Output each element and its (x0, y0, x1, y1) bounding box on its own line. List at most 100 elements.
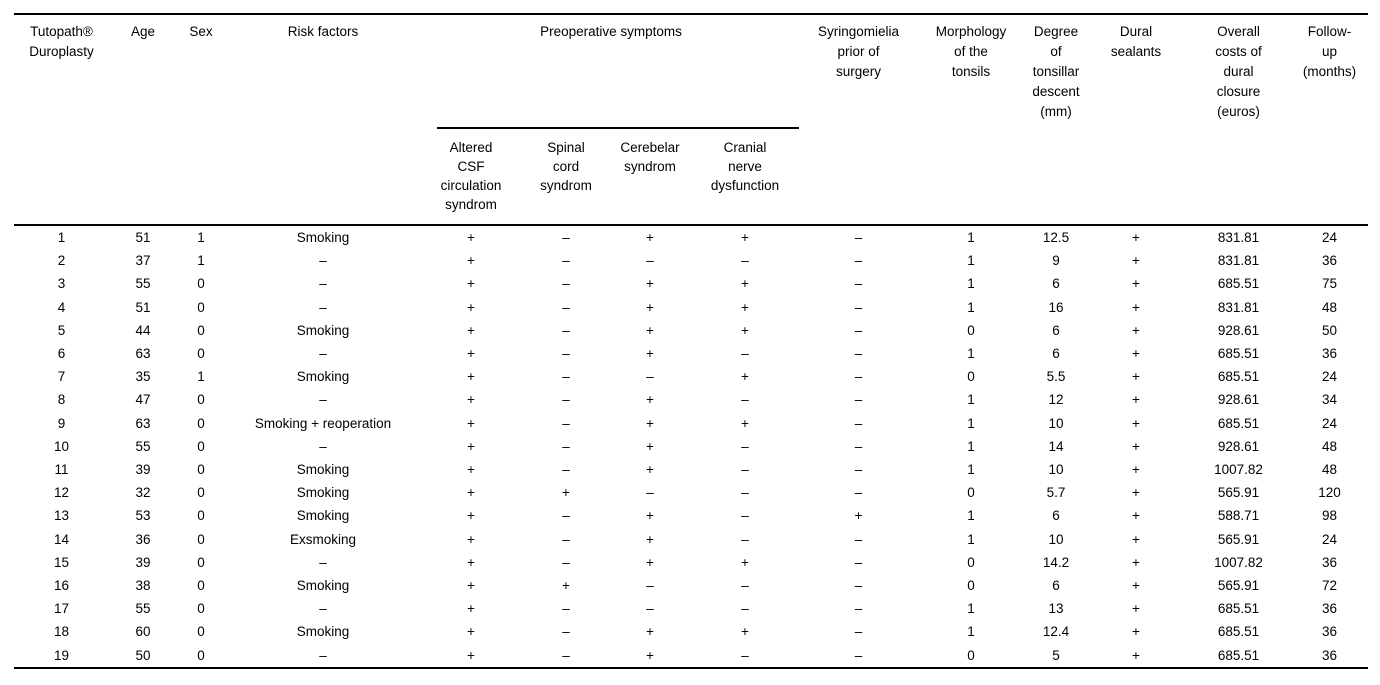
cell-syringomielia: – (854, 276, 863, 292)
cell-follow-up-months: 72 (1321, 578, 1338, 594)
cell-syringomielia: – (854, 531, 863, 547)
header-row-sub: Altered CSF circulation syndrom Spinal c… (14, 129, 1368, 225)
cell-spinal-cord-syndrom: – (562, 554, 570, 570)
cell-syringomielia: – (854, 299, 863, 315)
cell-age: 36 (135, 531, 151, 547)
cell-spinal-cord-syndrom: – (562, 276, 570, 292)
cell-tonsil-morphology: 1 (967, 438, 975, 454)
cell-sex: 1 (177, 223, 225, 250)
cell-risk-factors: Smoking (296, 578, 350, 594)
cell-dural-sealants: + (1086, 223, 1186, 250)
cell-cranial-nerve-dysfunction: – (741, 346, 749, 362)
duroplasty-table-container: Tutopath® Duroplasty Age Sex Risk factor… (14, 13, 1368, 669)
cell-tonsillar-descent-mm: 5.5 (1046, 369, 1066, 385)
cell-altered-csf-syndrom: + (467, 369, 475, 385)
cell-tonsillar-descent-mm: 5 (1052, 647, 1060, 663)
cell-age: 44 (135, 322, 151, 338)
cell-patient: 2 (57, 253, 66, 269)
table-row: 12 32 0 Smoking + + – – – 0 5.7 +565.91 120 (14, 481, 1368, 504)
cell-cost-euros: 565.91 (1217, 485, 1260, 501)
cell-risk-factors: – (319, 438, 327, 454)
cell-follow-up-months: 24 (1321, 531, 1338, 547)
cell-sex: 0 (197, 624, 205, 640)
cell-tonsil-morphology: 0 (967, 647, 975, 663)
cell-dural-sealants: + (1132, 554, 1140, 570)
cell-dural-sealants: + (1132, 346, 1140, 362)
cell-tonsillar-descent-mm: 12.4 (1042, 624, 1070, 640)
cell-dural-sealants: + (1132, 578, 1140, 594)
cell-age: 39 (135, 554, 151, 570)
cell-follow-up-months: 24 (1321, 369, 1338, 385)
cell-spinal-cord-syndrom: – (562, 392, 570, 408)
cell-tonsil-morphology: 1 (916, 223, 1026, 250)
cell-follow-up-months: 36 (1321, 346, 1338, 362)
cell-dural-sealants: + (1132, 508, 1140, 524)
cell-tonsillar-descent-mm: 12 (1048, 392, 1064, 408)
cell-syringomielia: – (854, 462, 863, 478)
cell-risk-factors: Smoking (225, 223, 421, 250)
cell-tonsillar-descent-mm: 6 (1052, 346, 1060, 362)
table-row: 7 35 1 Smoking + – – + – 0 5.5 +685.51 24 (14, 365, 1368, 388)
cell-cerebelar-syndrom: + (646, 276, 654, 292)
cell-sex: 0 (197, 647, 205, 663)
cell-syringomielia: – (854, 346, 863, 362)
cell-follow-up-months: 120 (1318, 485, 1341, 501)
col-header-sex: Sex (189, 24, 213, 39)
cell-altered-csf-syndrom: + (467, 415, 475, 431)
cell-tonsillar-descent-mm: 6 (1052, 508, 1060, 524)
cell-follow-up-months: 36 (1321, 624, 1338, 640)
cell-tonsil-morphology: 1 (967, 601, 975, 617)
cell-patient: 19 (53, 647, 70, 663)
cell-syringomielia: – (854, 392, 863, 408)
table-row: 2 37 1 – + – – – – 1 9 +831.81 36 (14, 249, 1368, 272)
cell-sex: 0 (197, 299, 205, 315)
cell-risk-factors: – (319, 647, 327, 663)
cell-cerebelar-syndrom: + (646, 438, 654, 454)
cell-dural-sealants: + (1132, 276, 1140, 292)
cell-cerebelar-syndrom: – (646, 485, 654, 501)
cell-cost-euros: 685.51 (1217, 276, 1260, 292)
cell-sex: 0 (197, 415, 205, 431)
cell-spinal-cord-syndrom: – (562, 346, 570, 362)
cell-risk-factors: – (319, 253, 327, 269)
cell-altered-csf-syndrom: + (467, 601, 475, 617)
cell-sex: 0 (197, 485, 205, 501)
cell-tonsil-morphology: 0 (967, 485, 975, 501)
cell-cerebelar-syndrom: + (646, 647, 654, 663)
cell-cranial-nerve-dysfunction: – (741, 578, 749, 594)
cell-altered-csf-syndrom: + (467, 485, 475, 501)
cell-altered-csf-syndrom: + (467, 508, 475, 524)
table-row: 10 55 0 – + – + – – 1 14 +928.61 48 (14, 435, 1368, 458)
cell-follow-up-months: 48 (1321, 462, 1338, 478)
cell-syringomielia: – (854, 369, 863, 385)
cell-age: 55 (135, 438, 151, 454)
table-header: Tutopath® Duroplasty Age Sex Risk factor… (14, 14, 1368, 225)
cell-cerebelar-syndrom: – (646, 578, 654, 594)
table-row: 11 39 0 Smoking + – + – – 1 10 +1007.82 48 (14, 458, 1368, 481)
cell-dural-sealants: + (1132, 415, 1140, 431)
cell-cerebelar-syndrom: + (646, 415, 654, 431)
col-header-cranial-nerve-dysfunction: Cranial nerve dysfunction (710, 140, 780, 193)
cell-tonsillar-descent-mm: 6 (1052, 578, 1060, 594)
cell-age: 39 (135, 462, 151, 478)
cell-patient: 9 (57, 415, 66, 431)
cell-sex: 0 (197, 438, 205, 454)
cell-tonsil-morphology: 1 (967, 253, 975, 269)
cell-dural-sealants: + (1132, 438, 1140, 454)
cell-sex: 0 (197, 531, 205, 547)
cell-cost-euros: 1007.82 (1214, 462, 1263, 478)
cell-age: 50 (135, 647, 151, 663)
cell-altered-csf-syndrom: + (467, 578, 475, 594)
col-header-costs: Overall costs of dural closure (euros) (1215, 24, 1262, 119)
cell-age: 60 (135, 624, 151, 640)
cell-cost-euros: 928.61 (1217, 438, 1260, 454)
cell-dural-sealants: + (1132, 253, 1140, 269)
cell-risk-factors: – (319, 392, 327, 408)
cell-altered-csf-syndrom: + (467, 253, 475, 269)
cell-tonsillar-descent-mm: 6 (1052, 276, 1060, 292)
cell-cranial-nerve-dysfunction: – (741, 253, 749, 269)
cell-tonsillar-descent-mm: 14.2 (1042, 554, 1070, 570)
cell-risk-factors: – (319, 346, 327, 362)
cell-altered-csf-syndrom: + (467, 346, 475, 362)
cell-cranial-nerve-dysfunction: – (741, 392, 749, 408)
